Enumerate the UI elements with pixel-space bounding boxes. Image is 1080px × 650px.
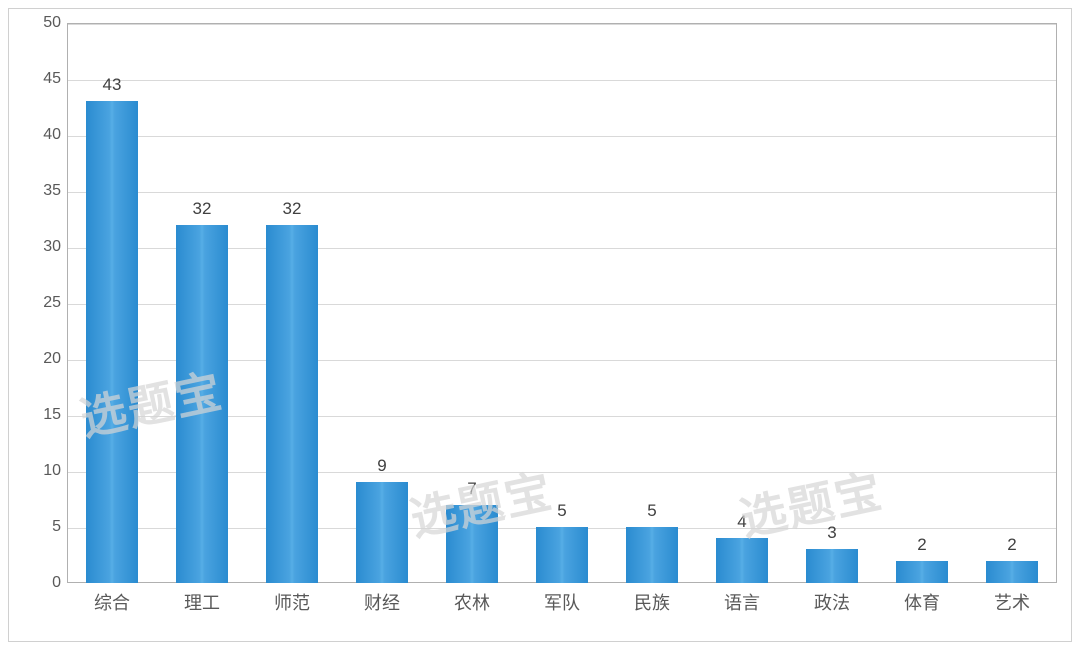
x-tick-label: 语言 xyxy=(697,589,787,615)
y-tick-label: 20 xyxy=(21,350,61,368)
bars-layer: 43323297554322 xyxy=(67,23,1057,583)
bar-value-label: 43 xyxy=(67,75,157,95)
x-tick-label: 艺术 xyxy=(967,589,1057,615)
bar-value-label: 4 xyxy=(697,512,787,532)
bar xyxy=(176,225,228,583)
bar-value-label: 9 xyxy=(337,456,427,476)
bar-slot: 2 xyxy=(877,23,967,583)
bar-value-label: 32 xyxy=(247,199,337,219)
bar xyxy=(896,561,948,583)
x-tick-label: 民族 xyxy=(607,589,697,615)
chart-container: 43323297554322 05101520253035404550 综合理工… xyxy=(8,8,1072,642)
y-tick-label: 25 xyxy=(21,294,61,312)
bar-slot: 32 xyxy=(157,23,247,583)
x-tick-label: 理工 xyxy=(157,589,247,615)
y-tick-label: 10 xyxy=(21,462,61,480)
y-tick-label: 50 xyxy=(21,14,61,32)
y-tick-label: 5 xyxy=(21,518,61,536)
y-tick-label: 15 xyxy=(21,406,61,424)
bar-value-label: 5 xyxy=(607,501,697,521)
bar-slot: 43 xyxy=(67,23,157,583)
bar-value-label: 2 xyxy=(877,535,967,555)
bar-value-label: 5 xyxy=(517,501,607,521)
bar xyxy=(536,527,588,583)
x-tick-label: 综合 xyxy=(67,589,157,615)
bar-slot: 32 xyxy=(247,23,337,583)
bar xyxy=(86,101,138,583)
bar xyxy=(356,482,408,583)
y-tick-label: 45 xyxy=(21,70,61,88)
y-tick-label: 30 xyxy=(21,238,61,256)
bar-slot: 3 xyxy=(787,23,877,583)
x-tick-label: 军队 xyxy=(517,589,607,615)
bar-value-label: 32 xyxy=(157,199,247,219)
bar xyxy=(626,527,678,583)
bar xyxy=(716,538,768,583)
x-tick-label: 政法 xyxy=(787,589,877,615)
bar-slot: 5 xyxy=(607,23,697,583)
bar-value-label: 3 xyxy=(787,523,877,543)
bar xyxy=(986,561,1038,583)
y-tick-label: 40 xyxy=(21,126,61,144)
bar xyxy=(446,505,498,583)
bar-slot: 2 xyxy=(967,23,1057,583)
y-tick-label: 35 xyxy=(21,182,61,200)
bar-slot: 5 xyxy=(517,23,607,583)
bar xyxy=(266,225,318,583)
x-tick-label: 农林 xyxy=(427,589,517,615)
bar-value-label: 7 xyxy=(427,479,517,499)
bar-slot: 4 xyxy=(697,23,787,583)
bar-slot: 7 xyxy=(427,23,517,583)
x-tick-label: 财经 xyxy=(337,589,427,615)
x-tick-label: 体育 xyxy=(877,589,967,615)
bar-slot: 9 xyxy=(337,23,427,583)
bar-value-label: 2 xyxy=(967,535,1057,555)
bar xyxy=(806,549,858,583)
y-tick-label: 0 xyxy=(21,574,61,592)
x-tick-label: 师范 xyxy=(247,589,337,615)
